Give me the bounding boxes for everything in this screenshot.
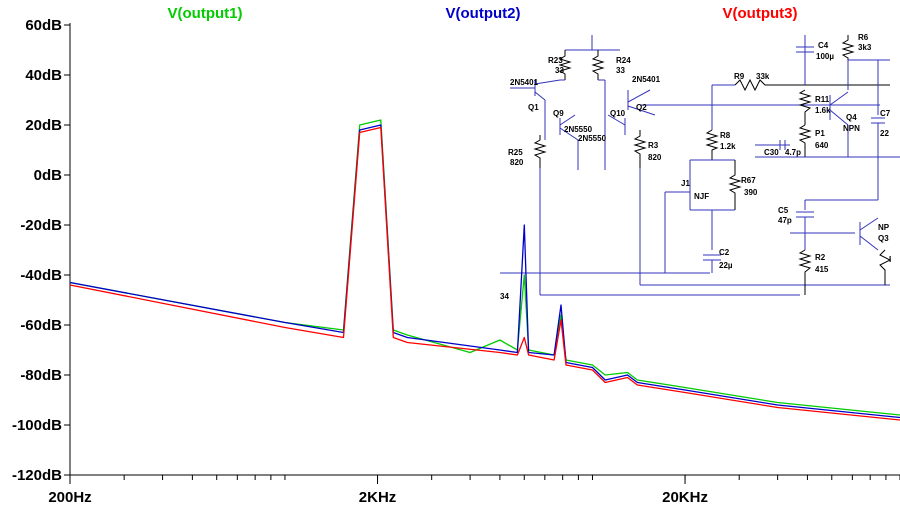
sch-label: Q4 [846, 113, 857, 122]
sch-label: 34 [500, 292, 509, 301]
y-tick-label: -20dB [20, 217, 62, 234]
y-tick-label: -100dB [12, 417, 62, 434]
sch-label: C4 [818, 41, 829, 50]
sch-label: R23 [548, 56, 563, 65]
legend-entry-2: V(output2) [446, 5, 521, 22]
sch-label: Q10 [610, 109, 626, 118]
circuit-schematic: R23 33 R24 33 2N5401 2N5401 Q1 Q9 Q10 Q2… [500, 33, 900, 301]
sch-label: R8 [720, 131, 731, 140]
sch-label: 2N5550 [564, 125, 593, 134]
sch-label: R6 [858, 33, 869, 42]
sch-label: C7 [880, 109, 891, 118]
sch-label: J1 [681, 179, 690, 188]
sch-label: C30 [764, 148, 779, 157]
sch-label: NJF [694, 192, 709, 201]
sch-label: R67 [741, 176, 756, 185]
sch-label: R2 [815, 253, 826, 262]
sch-label: 33 [555, 66, 564, 75]
legend-entry-3: V(output3) [723, 5, 798, 22]
sch-label: R11 [815, 95, 830, 104]
series-line-1 [69, 119, 900, 416]
sch-label: I [889, 255, 891, 264]
series-line-3 [69, 126, 900, 421]
legend-entry-1: V(output1) [168, 5, 243, 22]
y-tick-label: 0dB [34, 167, 63, 184]
sch-label: R24 [616, 56, 631, 65]
sch-label: R25 [508, 148, 523, 157]
sch-label: R3 [648, 141, 659, 150]
sch-label: 415 [815, 265, 829, 274]
y-tick-label: 60dB [25, 17, 62, 34]
sch-label: 1.2k [720, 142, 736, 151]
x-tick-label: 2KHz [359, 489, 397, 506]
sch-label: C2 [719, 248, 730, 257]
y-tick-label: -120dB [12, 467, 62, 484]
x-tick-label: 200Hz [48, 489, 91, 506]
sch-label: 22µ [719, 261, 733, 270]
y-axis: 60dB 40dB 20dB 0dB -20dB -40dB -60dB -80dB -100d… [12, 17, 70, 484]
sch-label: 2N5550 [578, 134, 607, 143]
sch-label: P1 [815, 129, 825, 138]
series-lines [69, 119, 900, 421]
sch-label: 33k [756, 72, 770, 81]
sch-label: 820 [648, 153, 662, 162]
sch-label: 2N5401 [510, 78, 539, 87]
y-tick-label: -80dB [20, 367, 62, 384]
x-axis: 200Hz 2KHz 20KHz [48, 475, 900, 506]
y-tick-label: -40dB [20, 267, 62, 284]
x-tick-label: 20KHz [662, 489, 708, 506]
sch-label: Q1 [528, 103, 539, 112]
sch-label: 1.6k [815, 106, 831, 115]
sch-label: 3k3 [858, 43, 872, 52]
sch-label: NP [878, 223, 890, 232]
sch-label: 22 [880, 129, 889, 138]
sch-label: 33 [616, 66, 625, 75]
sch-label: 100µ [816, 52, 834, 61]
y-tick-label: 20dB [25, 117, 62, 134]
y-tick-label: -60dB [20, 317, 62, 334]
y-tick-label: 40dB [25, 67, 62, 84]
sch-label: C5 [778, 206, 789, 215]
sch-label: Q2 [636, 103, 647, 112]
sch-label: 390 [744, 188, 758, 197]
sch-label: 640 [815, 141, 829, 150]
sch-label: R9 [734, 72, 745, 81]
sch-label: 820 [510, 158, 524, 167]
sch-label: 2N5401 [632, 75, 661, 84]
legend: V(output1) V(output2) V(output3) [168, 5, 798, 22]
sch-label: 47p [778, 216, 792, 225]
sch-label: NPN [843, 124, 860, 133]
sch-label: 4.7p [785, 148, 801, 157]
sch-label: Q3 [878, 234, 889, 243]
sch-label: Q9 [553, 109, 564, 118]
